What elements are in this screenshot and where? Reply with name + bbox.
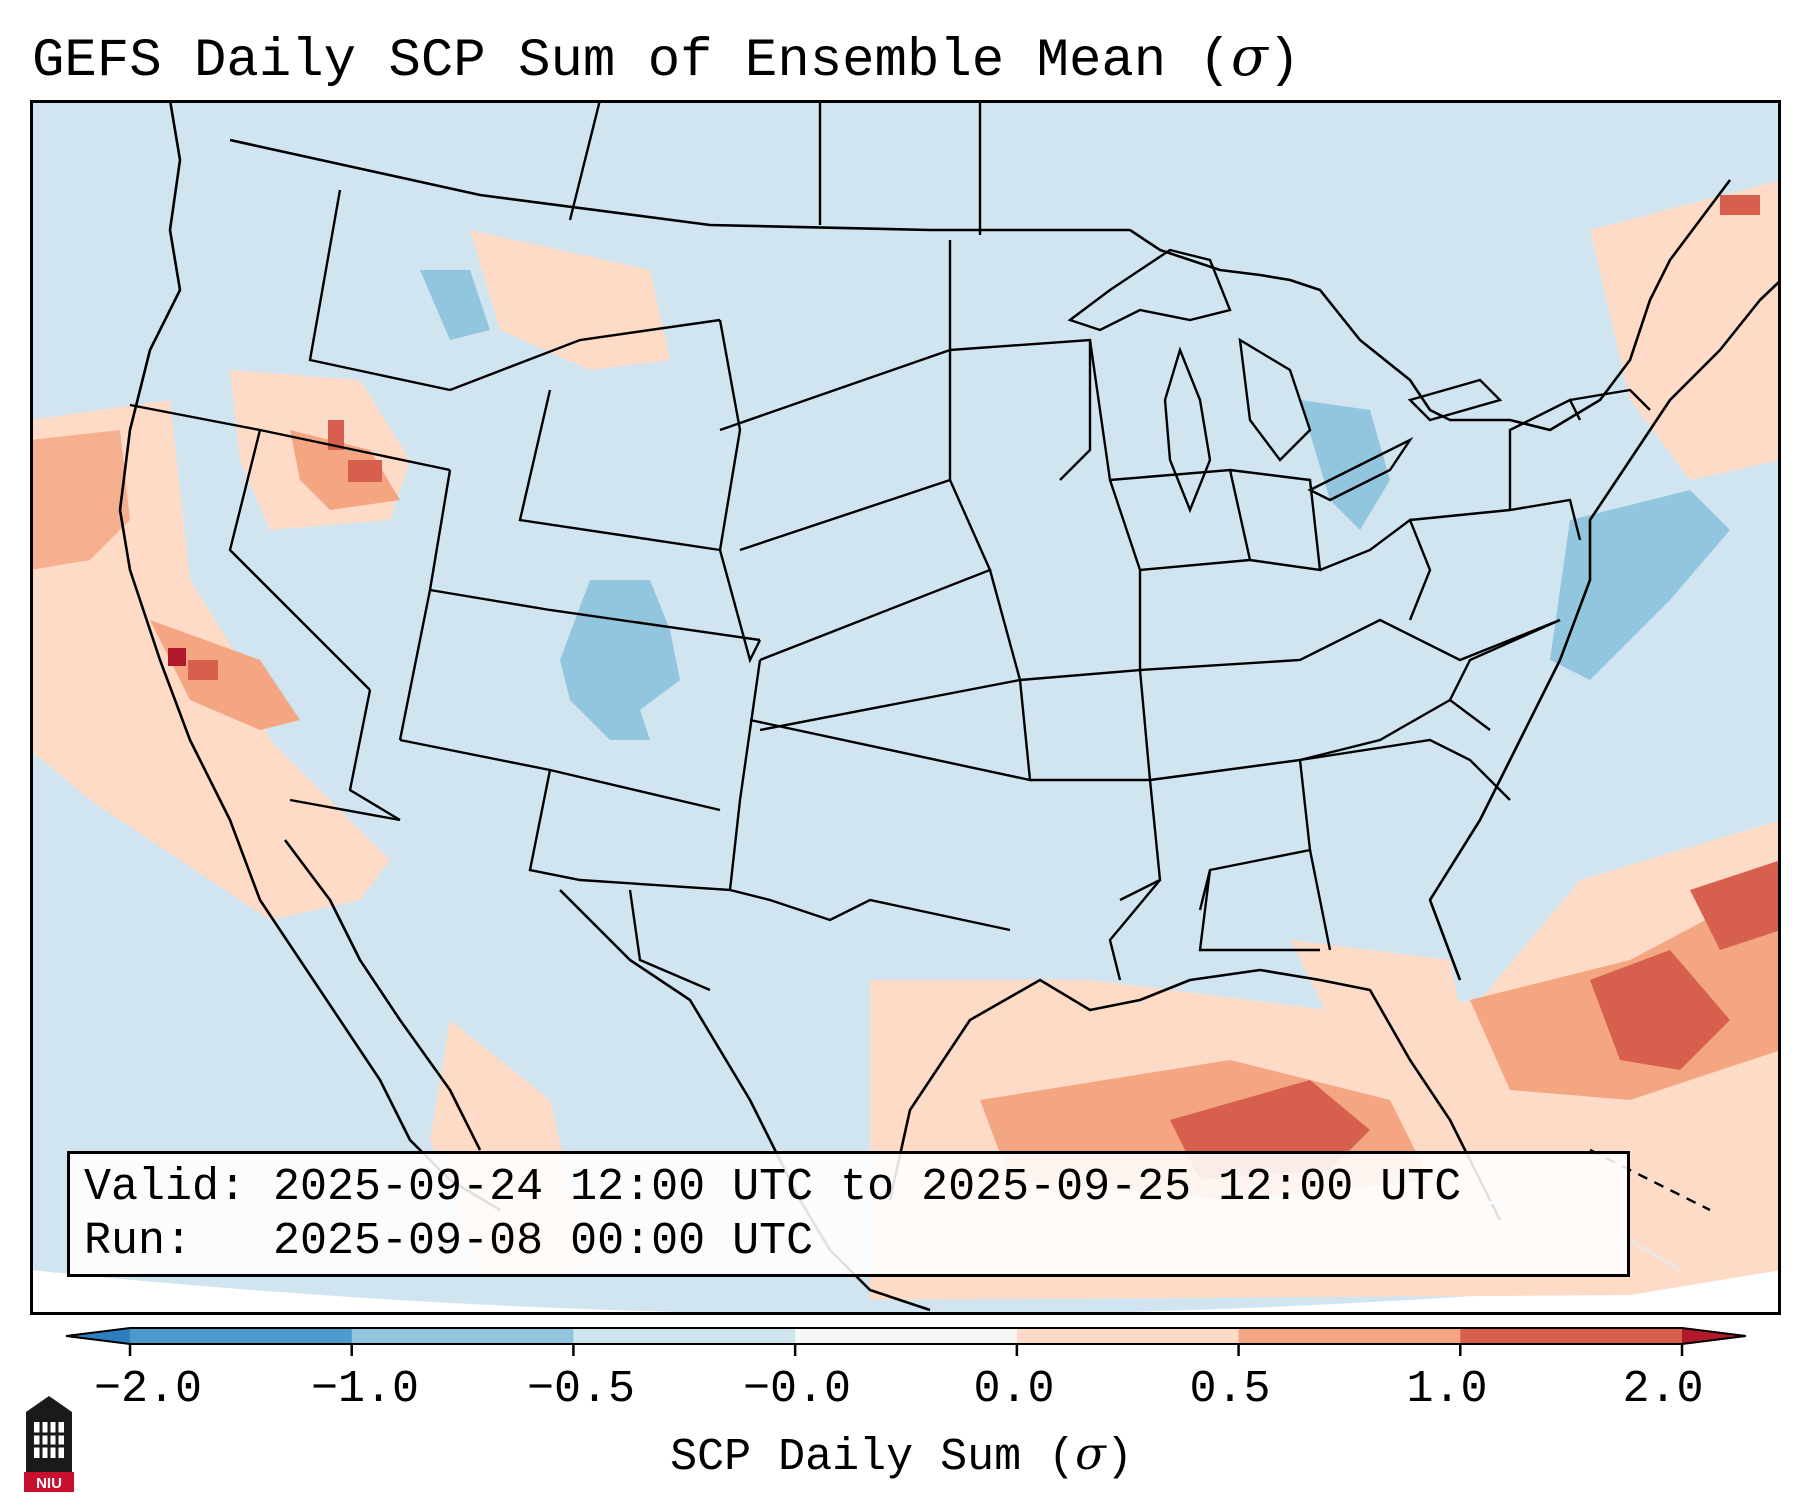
- nw-strong-cell: [348, 460, 382, 482]
- canada-border: [229, 138, 1732, 432]
- tick-label-6: 1.0: [1406, 1364, 1488, 1415]
- chart-title: GEFS Daily SCP Sum of Ensemble Mean (σ): [32, 22, 1300, 97]
- projection-edge: [30, 1270, 1781, 1315]
- colorbar-label-sigma: σ: [1075, 1427, 1106, 1480]
- tick-label-2: −0.5: [526, 1364, 636, 1415]
- pacific-moderate-patch: [30, 430, 130, 570]
- colorbar-segment: [351, 1328, 574, 1344]
- lake-superior: [1067, 248, 1232, 332]
- run-line: Run: 2025-09-08 00:00 UTC: [84, 1216, 814, 1267]
- quebec-strong-cell: [1720, 195, 1760, 215]
- colorbar-extend-low: [66, 1328, 130, 1344]
- logo-banner: [24, 1472, 74, 1492]
- socal-moderate-patch: [150, 620, 300, 730]
- coastline: [118, 100, 1781, 1312]
- colorbar-label: SCP Daily Sum (σ): [0, 1426, 1803, 1486]
- niu-logo: NIU: [24, 1396, 74, 1492]
- colorbar-segment: [1460, 1328, 1683, 1344]
- socal-strong-cell: [168, 648, 186, 666]
- nw-strong-cell-2: [328, 420, 344, 450]
- colorbar-label-suffix: ): [1105, 1432, 1133, 1483]
- lake-huron: [1238, 337, 1312, 462]
- colorbar-label-text: SCP Daily Sum (: [670, 1432, 1076, 1483]
- title-sigma: σ: [1231, 25, 1268, 88]
- colorado-negative-patch: [560, 580, 680, 740]
- nw-moderate-patch: [290, 430, 400, 510]
- title-text: GEFS Daily SCP Sum of Ensemble Mean (: [32, 31, 1231, 92]
- colorbar-segments: [66, 1327, 1746, 1345]
- northeast-positive-patch: [1590, 180, 1781, 480]
- colorbar-segment: [1238, 1328, 1461, 1344]
- lake-ontario: [1407, 378, 1503, 422]
- great-lakes-negative-patch: [1300, 400, 1390, 530]
- tick-label-0: −2.0: [93, 1364, 203, 1415]
- colorbar-segment: [573, 1328, 796, 1344]
- atlantic-strong-region-2: [1690, 860, 1781, 950]
- atlantic-negative-patch: [1550, 490, 1730, 680]
- se-positive-patch: [1290, 940, 1470, 1060]
- lake-michigan: [1163, 346, 1212, 514]
- montana-negative-patch: [420, 270, 490, 340]
- colorbar-extend-high: [1682, 1328, 1746, 1344]
- tick-label-5: 0.5: [1189, 1364, 1271, 1415]
- scp-map: [30, 100, 1781, 1315]
- lake-erie: [1307, 436, 1414, 502]
- colorbar: [66, 1327, 1746, 1356]
- valid-line: Valid: 2025-09-24 12:00 UTC to 2025-09-2…: [84, 1162, 1462, 1213]
- atlantic-strong-region: [1590, 950, 1730, 1070]
- map-frame: [30, 100, 1781, 1315]
- colorbar-segment: [1016, 1328, 1240, 1344]
- colorbar-segment: [795, 1328, 1018, 1344]
- colorbar-segment: [130, 1328, 353, 1344]
- colorbar-tick-marks: [128, 1344, 1684, 1356]
- tick-label-7: 2.0: [1622, 1364, 1704, 1415]
- socal-strong-cell-2: [188, 660, 218, 680]
- tick-label-4: 0.0: [973, 1364, 1055, 1415]
- valid-info-box: Valid: 2025-09-24 12:00 UTC to 2025-09-2…: [67, 1151, 1630, 1277]
- logo-text: NIU: [36, 1475, 62, 1492]
- state-borders: [129, 100, 1651, 992]
- title-suffix: ): [1267, 31, 1301, 92]
- tick-label-1: −1.0: [310, 1364, 420, 1415]
- tick-label-3: −0.0: [742, 1364, 852, 1415]
